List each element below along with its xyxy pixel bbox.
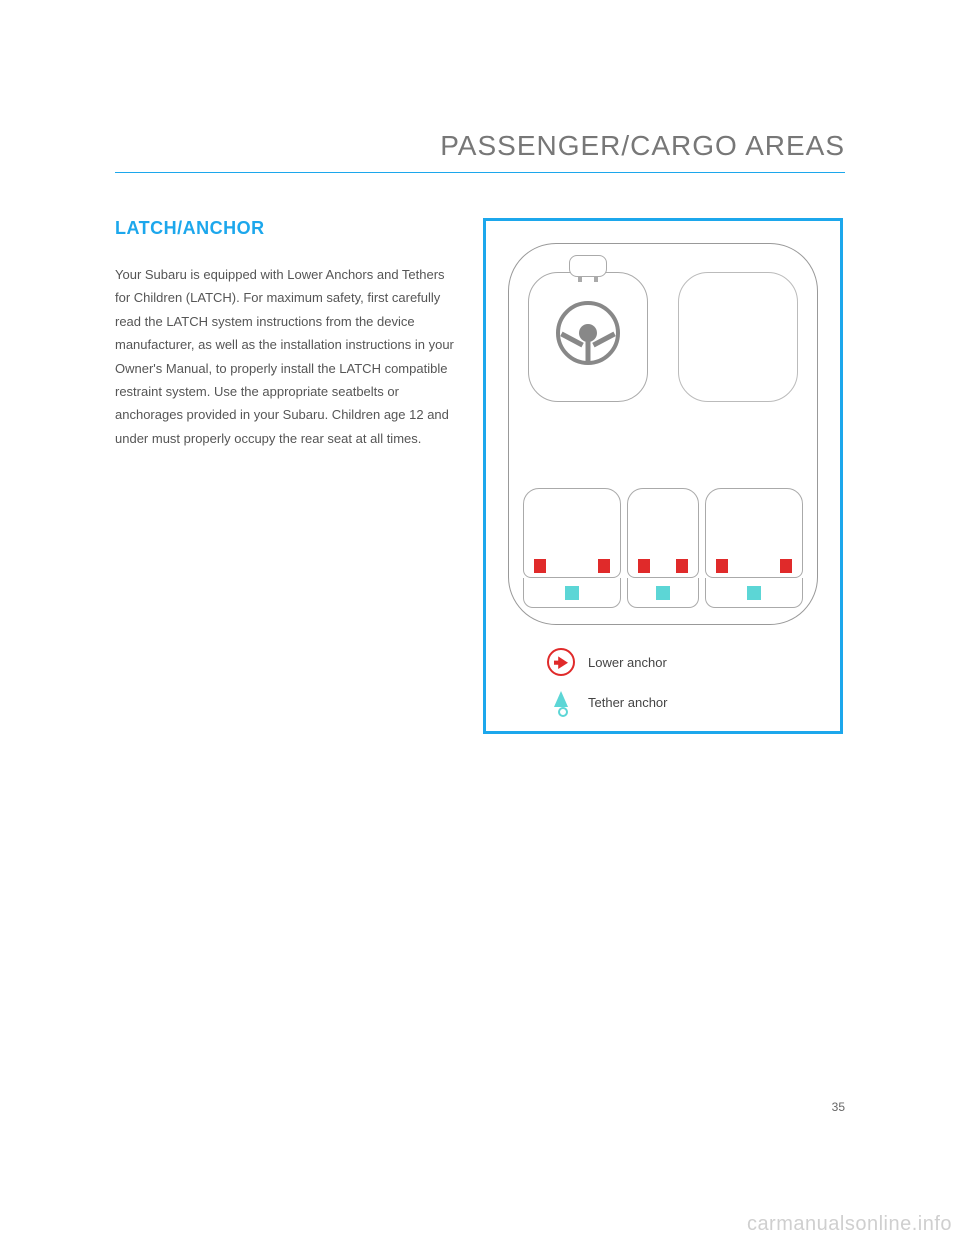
lower-anchor-icon	[598, 559, 610, 573]
lower-anchor-icon	[780, 559, 792, 573]
rear-seat-right	[705, 488, 803, 608]
section-body: Your Subaru is equipped with Lower Ancho…	[115, 263, 455, 450]
tether-anchor-legend-icon	[546, 687, 576, 717]
latch-diagram-box: Lower anchor Tether anchor	[483, 218, 843, 734]
content-row: LATCH/ANCHOR Your Subaru is equipped wit…	[115, 218, 845, 734]
driver-seat	[523, 272, 653, 422]
lower-anchor-icon	[676, 559, 688, 573]
lower-anchor-icon	[534, 559, 546, 573]
steering-wheel-icon	[556, 301, 620, 365]
legend-tether-anchor: Tether anchor	[546, 687, 818, 717]
rear-seat-left	[523, 488, 621, 608]
lower-anchor-legend-icon	[546, 647, 576, 677]
legend-tether-label: Tether anchor	[588, 695, 668, 710]
section-title: LATCH/ANCHOR	[115, 218, 455, 239]
text-column: LATCH/ANCHOR Your Subaru is equipped wit…	[115, 218, 455, 734]
headrest-icon	[569, 255, 607, 277]
page-number: 35	[832, 1100, 845, 1114]
legend-lower-anchor: Lower anchor	[546, 647, 818, 677]
rear-seat-center	[627, 488, 699, 608]
watermark: carmanualsonline.info	[747, 1213, 952, 1236]
tether-anchor-icon	[747, 586, 761, 600]
legend: Lower anchor Tether anchor	[508, 647, 818, 717]
tether-anchor-icon	[656, 586, 670, 600]
page: PASSENGER/CARGO AREAS LATCH/ANCHOR Your …	[0, 0, 960, 734]
lower-anchor-icon	[716, 559, 728, 573]
front-seat-row	[523, 272, 803, 422]
tether-anchor-icon	[565, 586, 579, 600]
page-header: PASSENGER/CARGO AREAS	[115, 130, 845, 173]
lower-anchor-icon	[638, 559, 650, 573]
legend-lower-label: Lower anchor	[588, 655, 667, 670]
rear-seat-row	[523, 488, 803, 608]
seat-diagram-frame	[508, 243, 818, 625]
passenger-seat	[673, 272, 803, 422]
